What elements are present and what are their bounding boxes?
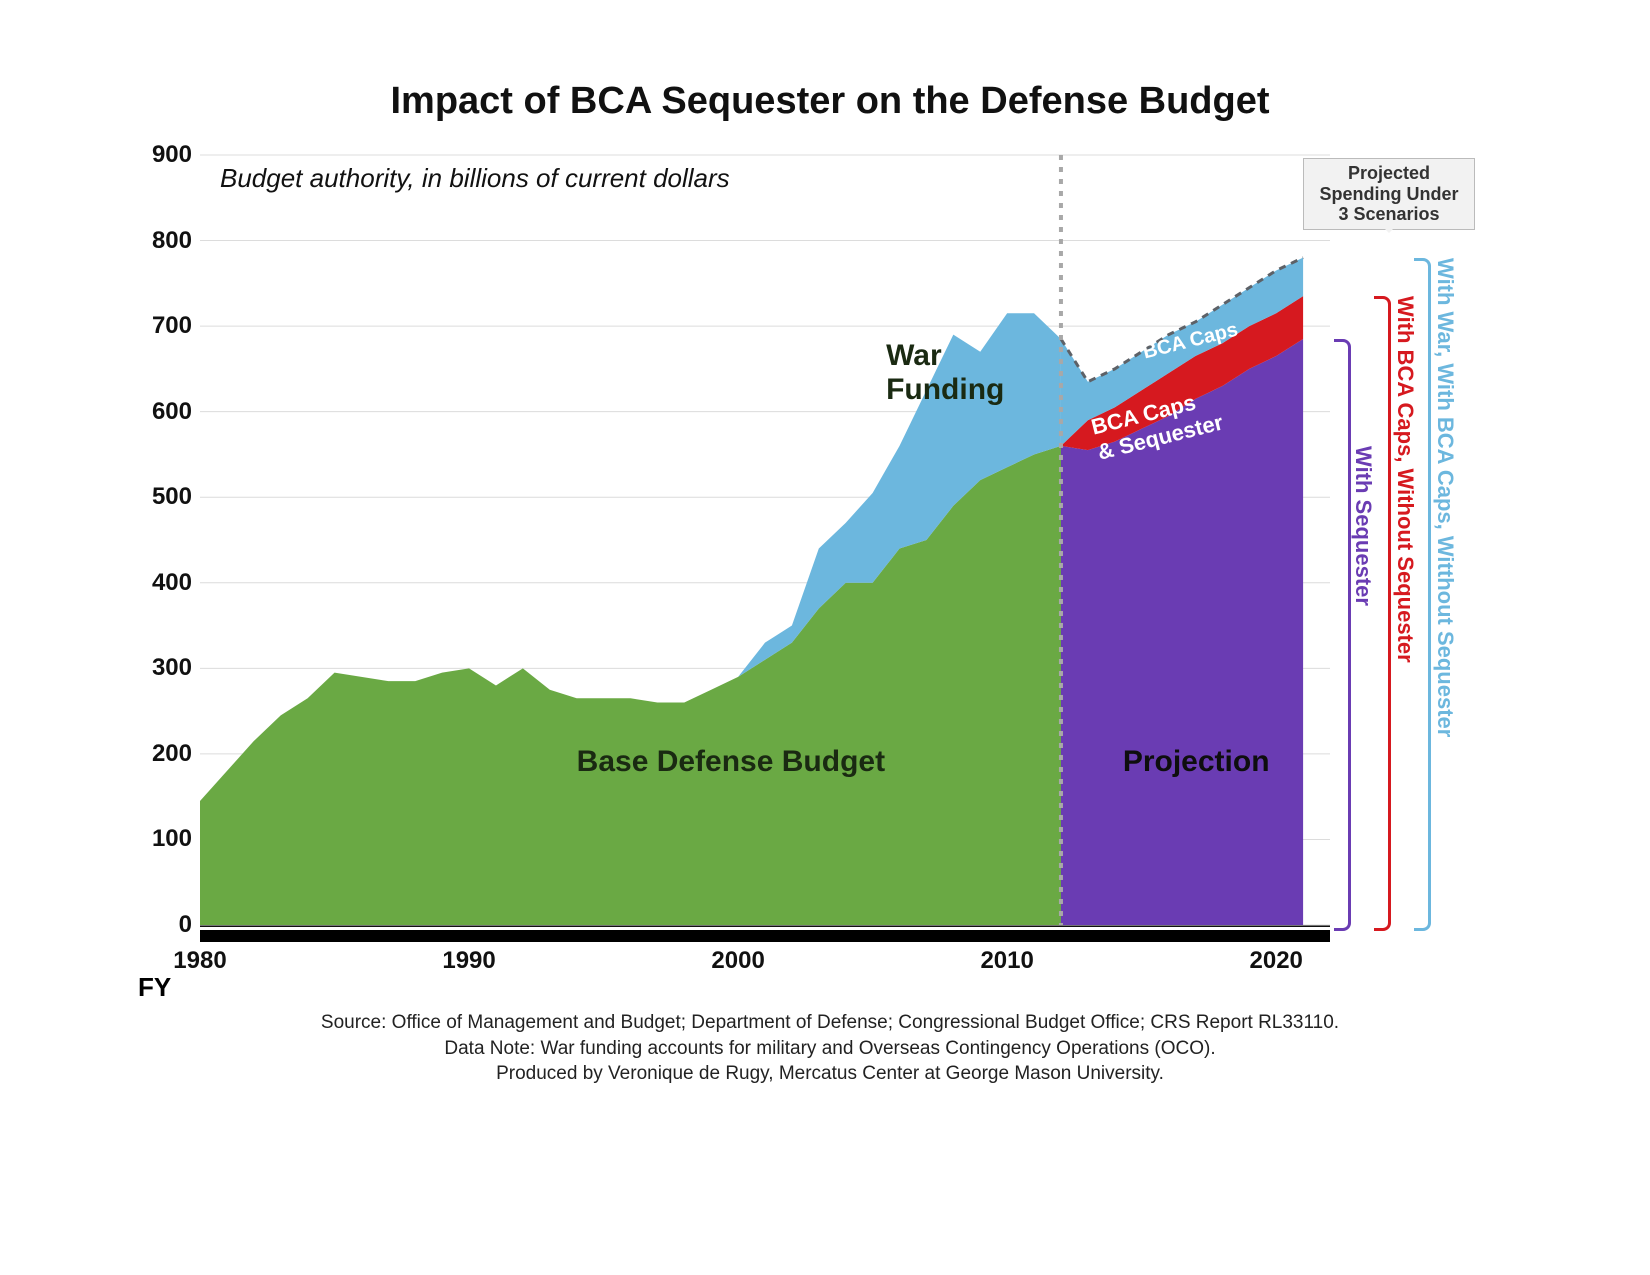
scenario-label-with-war: With War, With BCA Caps, Witthout Seques… — [1432, 258, 1458, 737]
fy-label: FY — [138, 972, 171, 1003]
chart-wrap: Impact of BCA Sequester on the Defense B… — [130, 80, 1530, 1130]
page: Impact of BCA Sequester on the Defense B… — [0, 0, 1650, 1275]
ytick: 400 — [132, 569, 200, 597]
projection-scenarios-box: ProjectedSpending Under3 Scenarios — [1303, 158, 1475, 230]
xtick: 2000 — [711, 947, 764, 975]
ytick: 700 — [132, 312, 200, 340]
plot-area: Budget authority, in billions of current… — [200, 155, 1330, 927]
plot-svg — [200, 155, 1330, 925]
source-line: Produced by Veronique de Rugy, Mercatus … — [130, 1061, 1530, 1087]
area-label: Projection — [1123, 745, 1270, 779]
ytick: 100 — [132, 825, 200, 853]
xaxis-black-bar — [200, 930, 1330, 942]
ytick: 300 — [132, 654, 200, 682]
ytick: 600 — [132, 398, 200, 426]
ytick: 800 — [132, 227, 200, 255]
chart-title: Impact of BCA Sequester on the Defense B… — [130, 80, 1530, 123]
bracket-sequester — [1334, 339, 1351, 931]
ytick: 0 — [132, 911, 200, 939]
bracket-bca-caps — [1374, 296, 1391, 931]
scenario-label-sequester: With Sequester — [1350, 446, 1376, 606]
source-line: Data Note: War funding accounts for mili… — [130, 1036, 1530, 1062]
subtitle: Budget authority, in billions of current… — [220, 163, 730, 194]
ytick: 900 — [132, 141, 200, 169]
xtick: 2020 — [1249, 947, 1302, 975]
scenario-label-bca-caps: With BCA Caps, Without Sequester — [1392, 296, 1418, 663]
xtick: 1990 — [442, 947, 495, 975]
source-line: Source: Office of Management and Budget;… — [130, 1010, 1530, 1036]
ytick: 500 — [132, 483, 200, 511]
xtick: 1980 — [173, 947, 226, 975]
ytick: 200 — [132, 740, 200, 768]
area-label: Base Defense Budget — [577, 745, 885, 779]
area-label: War Funding — [886, 339, 1004, 407]
source-attribution: Source: Office of Management and Budget;… — [130, 1010, 1530, 1087]
xtick: 2010 — [980, 947, 1033, 975]
